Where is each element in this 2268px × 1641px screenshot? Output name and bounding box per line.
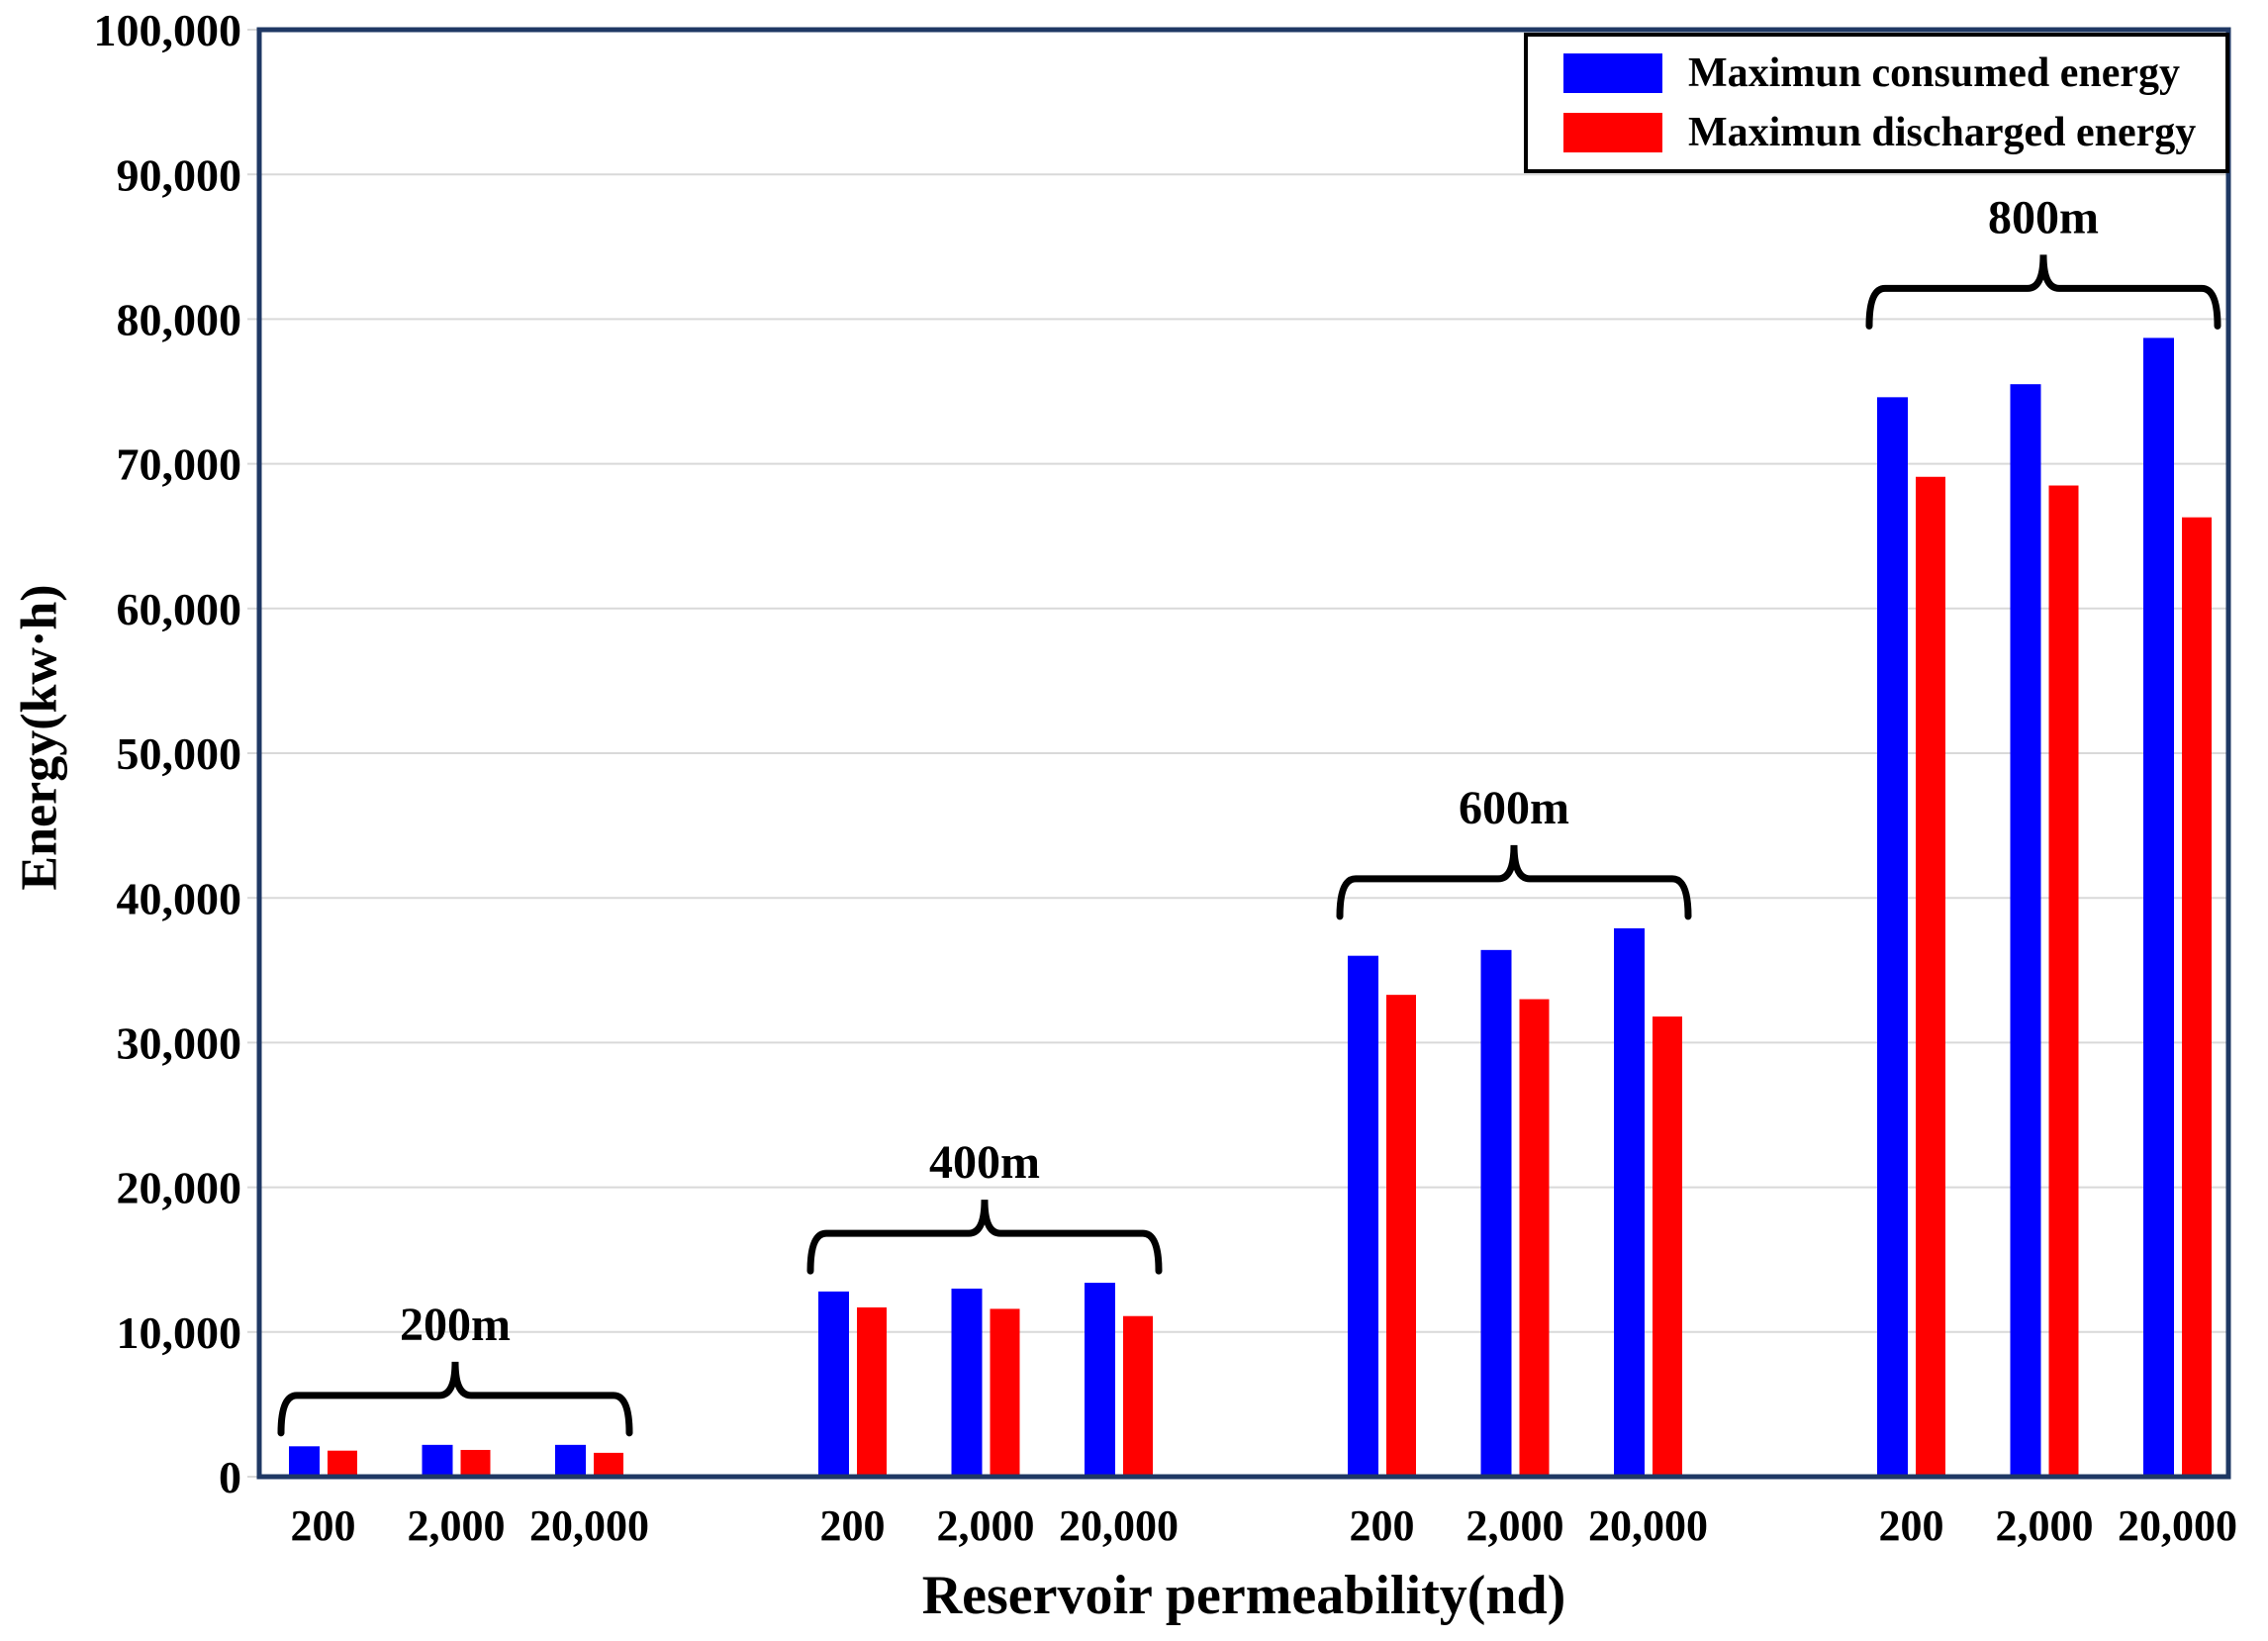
legend-item-consumed: Maximun consumed energy [1563,49,2225,97]
group-brace [806,1200,1163,1275]
bar-discharged [1916,476,1945,1477]
group-label: 800m [1988,191,2099,243]
x-tick-label: 2,000 [937,1501,1035,1550]
bar-consumed [1877,397,1908,1477]
x-tick-label: 200 [820,1501,886,1550]
x-tick-label: 2,000 [1996,1501,2094,1550]
y-tick-label: 10,000 [117,1307,242,1358]
bar-consumed [1085,1283,1115,1477]
group-brace [1865,254,2221,330]
y-axis-title: Energy(kw·h) [11,584,68,891]
group-label: 200m [400,1299,511,1351]
bar-consumed [289,1446,320,1477]
bar-discharged [328,1450,357,1477]
bar-consumed [818,1291,849,1477]
bar-consumed [1480,949,1512,1477]
bar-discharged [2182,517,2212,1477]
bar-consumed [422,1444,453,1477]
x-tick-label: 20,000 [529,1501,649,1550]
bar-consumed [1614,927,1645,1477]
bar-consumed [951,1288,983,1477]
x-tick-label: 20,000 [2118,1501,2237,1550]
bar-discharged [857,1306,887,1477]
legend-swatch-discharged-icon [1563,113,1662,153]
y-tick-label: 70,000 [117,439,242,490]
x-axis-title: Reservoir permeability(nd) [921,1565,1566,1626]
group-brace [277,1361,633,1437]
legend-label-consumed: Maximun consumed energy [1688,49,2180,96]
y-tick-label: 80,000 [117,295,242,345]
plot-border [256,27,2231,1480]
bar-discharged [1386,995,1416,1477]
bar-consumed [2010,384,2041,1478]
x-tick-label: 20,000 [1059,1501,1179,1550]
group-brace [1336,844,1692,920]
y-tick-label: 20,000 [117,1163,242,1213]
bar-discharged [460,1449,491,1477]
bar-discharged [594,1452,623,1477]
y-tick-label: 0 [219,1452,241,1502]
x-tick-label: 2,000 [408,1501,506,1550]
x-tick-label: 200 [291,1501,356,1550]
x-tick-label: 200 [1350,1501,1415,1550]
bar-consumed [2143,338,2174,1477]
bar-consumed [1348,955,1378,1477]
group-label: 400m [929,1136,1040,1189]
x-tick-label: 200 [1879,1501,1944,1550]
y-tick-label: 30,000 [117,1018,242,1069]
bar-discharged [1519,999,1550,1477]
legend-label-discharged: Maximun discharged energy [1688,110,2197,156]
bar-discharged [2048,485,2079,1477]
legend-item-discharged: Maximun discharged energy [1563,109,2225,156]
bar-discharged [990,1308,1020,1477]
y-tick-label: 60,000 [117,584,242,634]
group-label: 600m [1459,782,1569,834]
y-tick-label: 50,000 [117,728,242,779]
bar-discharged [1653,1016,1682,1477]
legend-swatch-consumed-icon [1563,52,1662,93]
bar-discharged [1123,1315,1153,1477]
legend: Maximun consumed energy Maximun discharg… [1524,33,2229,173]
y-tick-label: 40,000 [117,873,242,923]
x-tick-label: 2,000 [1466,1501,1564,1550]
y-tick-label: 90,000 [117,149,242,200]
x-tick-label: 20,000 [1588,1501,1708,1550]
y-tick-label: 100,000 [94,5,242,55]
bar-consumed [555,1444,586,1477]
